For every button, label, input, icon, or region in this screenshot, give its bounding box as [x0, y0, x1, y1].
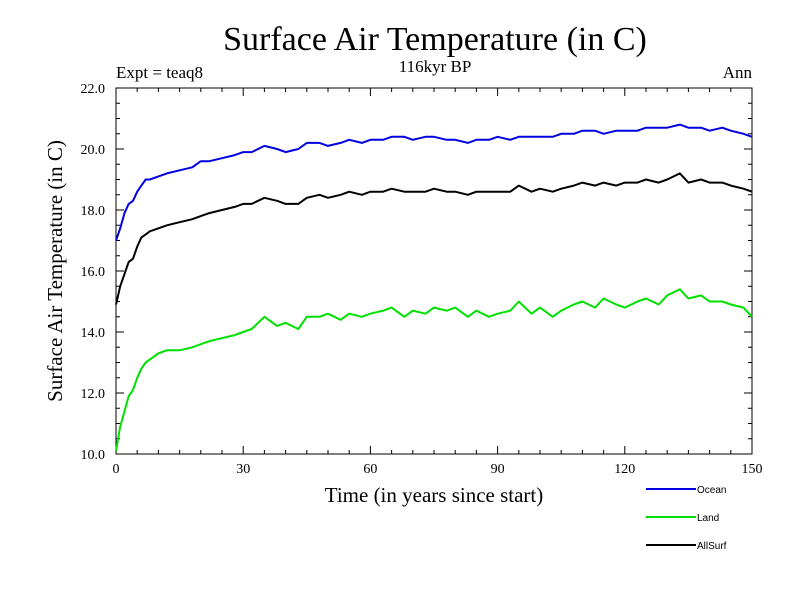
- y-tick-label: 14.0: [81, 326, 106, 341]
- plot-frame: [115, 87, 753, 455]
- y-tick-label: 16.0: [81, 265, 106, 280]
- chart-title: Surface Air Temperature (in C): [223, 21, 647, 58]
- x-tick-label: 120: [614, 462, 635, 477]
- y-axis-label: Surface Air Temperature (in C): [43, 140, 67, 402]
- y-tick-label: 10.0: [81, 448, 106, 463]
- experiment-label: Expt = teaq8: [116, 63, 203, 82]
- season-label: Ann: [723, 63, 753, 82]
- y-tick-label: 22.0: [81, 82, 106, 97]
- series-line-ocean: [115, 123, 753, 241]
- series-line-land: [115, 288, 753, 452]
- y-tick-label: 20.0: [81, 143, 106, 158]
- legend-label-land: Land: [697, 513, 719, 524]
- x-tick-label: 90: [491, 462, 505, 477]
- legend-label-allsurf: AllSurf: [697, 541, 727, 552]
- period-label: 116kyr BP: [399, 57, 472, 76]
- legend: Ocean Land AllSurf: [646, 485, 727, 552]
- x-tick-label: 60: [363, 462, 377, 477]
- x-tick-label: 0: [113, 462, 120, 477]
- x-axis-label: Time (in years since start): [325, 483, 544, 507]
- y-tick-label: 12.0: [81, 387, 106, 402]
- series-line-allsurf: [115, 172, 753, 305]
- legend-label-ocean: Ocean: [697, 485, 726, 496]
- y-tick-label: 18.0: [81, 204, 106, 219]
- x-tick-label: 150: [742, 462, 763, 477]
- x-tick-label: 30: [236, 462, 250, 477]
